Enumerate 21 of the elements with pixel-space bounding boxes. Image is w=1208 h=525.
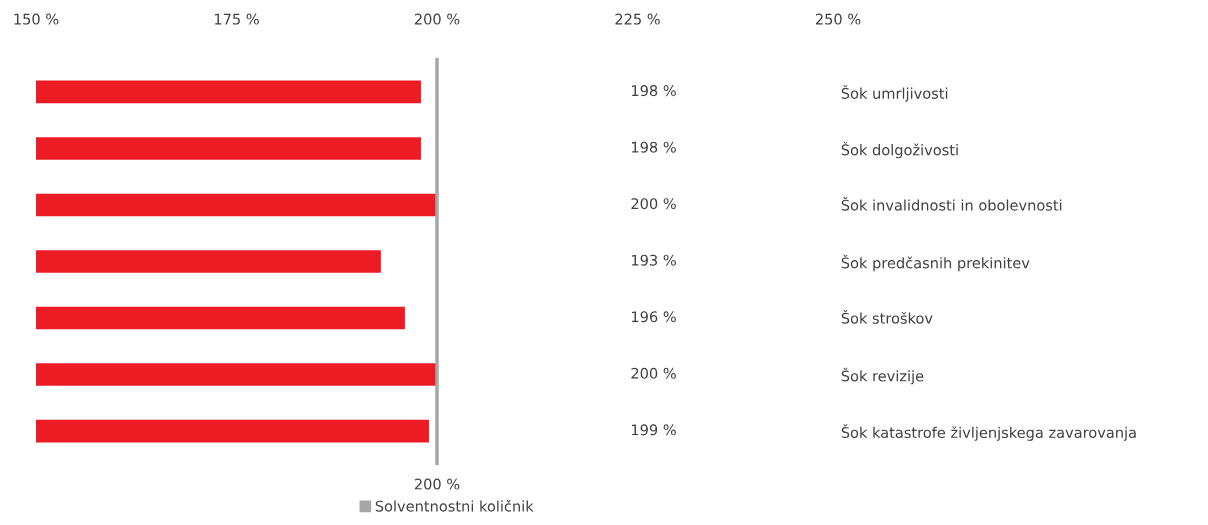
data-label: 196 % <box>631 311 676 323</box>
x-tick-label: 250 % <box>815 13 861 25</box>
data-label: 198 % <box>631 141 676 153</box>
y-tick-label: Šok stroškov <box>841 310 933 324</box>
x-tick-label: 200 % <box>414 13 460 25</box>
y-tick-label: Šok predčasnih prekinitev <box>841 254 1030 272</box>
x-tick-label: 175 % <box>214 13 259 25</box>
data-label: 200 % <box>631 198 676 210</box>
y-tick-label: Šok dolgoživosti <box>841 141 958 159</box>
data-label: 198 % <box>631 85 676 97</box>
y-tick-label: Šok katastrofe življenjskega zavarovanja <box>841 424 1136 441</box>
data-label: 193 % <box>631 254 676 266</box>
y-tick-label: Šok umrljivosti <box>841 85 948 102</box>
data-label: 200 % <box>631 367 676 379</box>
x-tick-label: 150 % <box>14 13 59 25</box>
y-tick-label: Šok revizije <box>841 367 924 385</box>
text: 200 % <box>414 478 460 490</box>
legend-label: Solventnostni količnik <box>375 499 534 512</box>
x-tick-label: 225 % <box>615 13 660 25</box>
y-tick-label: Šok invalidnosti in obolevnosti <box>841 197 1062 211</box>
data-label: 199 % <box>631 424 676 436</box>
